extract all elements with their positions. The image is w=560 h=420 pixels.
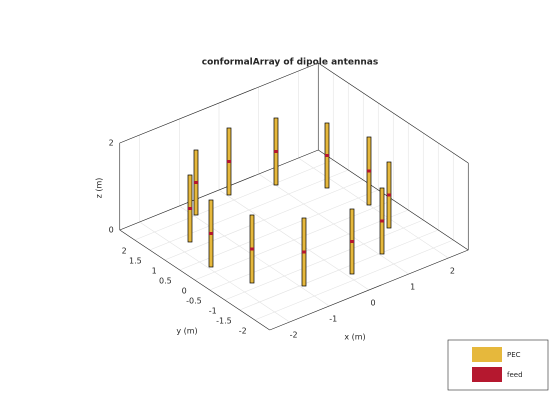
grid-line xyxy=(239,229,439,311)
feed xyxy=(325,154,329,157)
feed xyxy=(387,193,391,197)
legend-swatch xyxy=(472,367,502,382)
feed xyxy=(302,250,306,254)
y-tick-label: 1.5 xyxy=(129,257,142,266)
feed xyxy=(227,160,231,163)
grid-line xyxy=(149,169,349,251)
feed xyxy=(380,219,384,223)
grid-line xyxy=(209,209,409,291)
legend-label: PEC xyxy=(507,351,521,359)
x-tick-label: -2 xyxy=(290,331,298,340)
feed xyxy=(250,247,254,251)
axis-edge xyxy=(318,149,469,251)
legend-swatch xyxy=(472,347,502,362)
feed xyxy=(274,150,278,153)
legend: PEC feed xyxy=(472,347,523,382)
y-tick-label: 0.5 xyxy=(159,277,172,286)
y-tick-label: -1.5 xyxy=(216,317,232,326)
feed xyxy=(188,207,192,210)
axis-edge xyxy=(119,62,319,144)
y-tick-label: -1 xyxy=(209,307,217,316)
feed xyxy=(350,240,354,243)
grid-line xyxy=(254,239,454,321)
grid-line xyxy=(194,199,394,281)
x-tick-label: 0 xyxy=(370,299,375,308)
axis-edge xyxy=(318,62,469,164)
grid-line xyxy=(134,159,334,241)
y-tick-label: -0.5 xyxy=(186,297,202,306)
y-tick-label: -2 xyxy=(239,327,247,336)
axis-edge xyxy=(269,249,469,331)
title: conformalArray of dipole antennas xyxy=(202,58,378,68)
x-axis-label: x (m) xyxy=(344,333,365,342)
x-tick-label: -1 xyxy=(329,315,337,324)
x-tick-label: 1 xyxy=(410,283,415,292)
y-tick-label: 1 xyxy=(152,267,157,276)
y-tick-label: 2 xyxy=(122,247,127,256)
z-tick-label: 0 xyxy=(109,226,114,235)
feed xyxy=(367,169,371,173)
y-tick-label: 0 xyxy=(182,287,187,296)
axis-edge xyxy=(119,229,270,331)
y-axis-label: y (m) xyxy=(176,327,197,336)
feed xyxy=(209,232,213,235)
legend-label: feed xyxy=(507,371,523,379)
feed xyxy=(194,181,198,184)
z-axis-label: z (m) xyxy=(95,178,104,199)
grid-line xyxy=(224,219,424,301)
axis-edge xyxy=(119,149,319,231)
grid-line xyxy=(164,179,364,261)
x-tick-label: 2 xyxy=(450,267,455,276)
antennas xyxy=(187,117,392,287)
z-tick-label: 2 xyxy=(109,139,114,148)
